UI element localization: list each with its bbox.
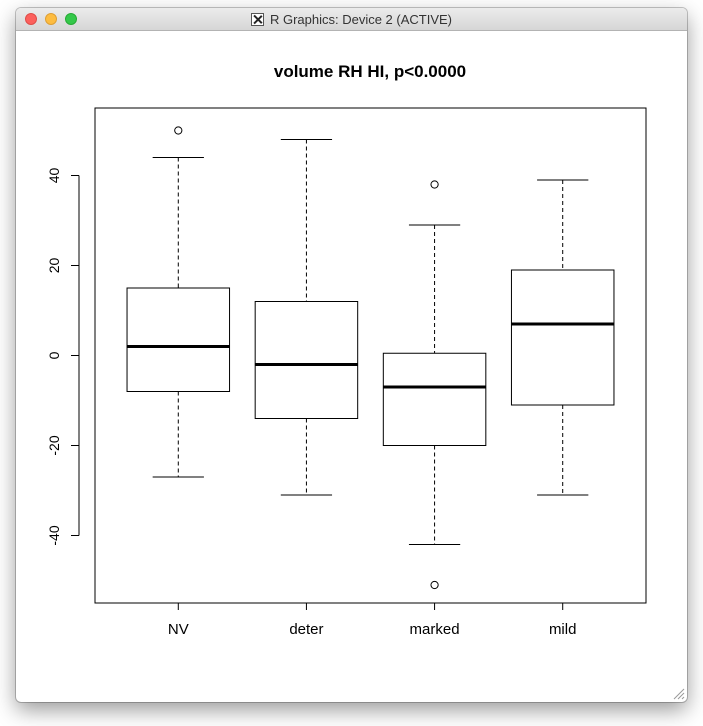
window-title: R Graphics: Device 2 (ACTIVE) (269, 11, 453, 27)
graphics-window: R Graphics: Device 2 (ACTIVE) volume RH … (16, 8, 687, 702)
boxes (126, 126, 615, 590)
x-axis: NV deter marked mild (168, 602, 577, 638)
y-tick-label: -20 (46, 435, 62, 455)
chart-title: volume RH HI, p<0.0000 (274, 62, 466, 81)
y-tick-label: 40 (46, 168, 62, 184)
box-iqr (382, 352, 487, 446)
box-iqr (510, 269, 615, 406)
title-bar[interactable]: R Graphics: Device 2 (ACTIVE) (16, 8, 687, 31)
outlier-point (174, 126, 183, 135)
minimize-button[interactable] (45, 13, 57, 25)
box-mild (510, 179, 615, 496)
plot-area: volume RH HI, p<0.0000 -40 -20 0 20 40 NV det… (16, 31, 687, 702)
outlier-point (430, 580, 439, 590)
x-tick-label: mild (549, 621, 577, 638)
x-tick-label: marked (410, 621, 460, 638)
resize-grip-icon[interactable] (673, 688, 685, 700)
y-tick-label: 0 (46, 351, 62, 359)
y-axis: -40 -20 0 20 40 (46, 168, 80, 546)
boxplot-chart: volume RH HI, p<0.0000 -40 -20 0 20 40 NV det… (46, 62, 647, 638)
x-tick-label: NV (168, 621, 189, 638)
close-button[interactable] (25, 13, 37, 25)
box-marked (382, 180, 487, 590)
box-iqr (254, 301, 359, 419)
x-tick-label: deter (289, 621, 323, 638)
maximize-button[interactable] (65, 13, 77, 25)
box-nv (126, 126, 231, 478)
box-iqr (126, 287, 231, 392)
box-deter (254, 139, 359, 496)
x11-icon (250, 12, 264, 26)
y-tick-label: -40 (46, 525, 62, 545)
outlier-point (430, 180, 439, 189)
y-tick-label: 20 (46, 258, 62, 274)
